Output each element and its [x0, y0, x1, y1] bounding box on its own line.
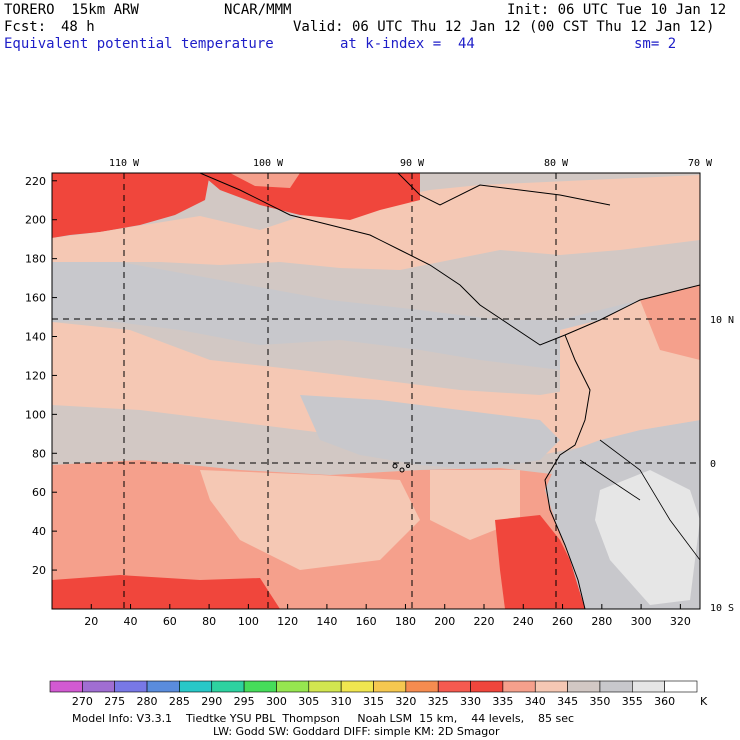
x-axis: 20 40 60 80 100 120 140 160 180 200 220 240 260 280 30… — [84, 604, 691, 628]
x-tick-label: 300 — [631, 615, 652, 628]
color-bar-swatch — [146, 680, 180, 693]
color-bar-swatch — [373, 680, 407, 693]
color-bar-label: 340 — [525, 695, 546, 708]
color-bar-swatch — [340, 680, 374, 693]
color-bar-label: 290 — [201, 695, 222, 708]
color-bar-swatch — [49, 680, 83, 693]
forecast-label: Fcst: — [4, 19, 47, 35]
x-tick-label: 60 — [163, 615, 177, 628]
color-bar-swatch — [631, 680, 665, 693]
color-bar-unit: K — [700, 695, 708, 708]
color-bar-swatch — [599, 680, 633, 693]
color-bar-label: 325 — [428, 695, 449, 708]
color-bar-swatch — [470, 680, 504, 693]
color-bar-swatch — [308, 680, 342, 693]
temperature-field — [52, 173, 700, 609]
color-bar-label: 350 — [589, 695, 610, 708]
field-name: Equivalent potential temperature — [4, 36, 274, 52]
color-bar-label: 320 — [395, 695, 416, 708]
y-tick-label: 220 — [25, 175, 46, 188]
y-tick-label: 180 — [25, 253, 46, 266]
map-border — [51, 172, 701, 610]
x-tick-label: 320 — [670, 615, 691, 628]
model-info-line2: LW: Godd SW: Goddard DIFF: simple KM: 2D… — [213, 725, 500, 738]
color-bar-swatch — [405, 680, 439, 693]
forecast-hours: 48 h — [61, 19, 95, 35]
y-tick-label: 160 — [25, 292, 46, 305]
lon-label: 80 W — [544, 158, 569, 169]
color-bar-label: 355 — [622, 695, 643, 708]
lon-label: 100 W — [253, 158, 284, 169]
color-bar-swatch — [243, 680, 277, 693]
x-tick-label: 100 — [238, 615, 259, 628]
x-tick-label: 80 — [202, 615, 216, 628]
color-bar-swatch — [437, 680, 471, 693]
color-bar-label: 285 — [169, 695, 190, 708]
level-info: at k-index = 44 — [340, 36, 475, 52]
model-info-line1: Model Info: V3.3.1 Tiedtke YSU PBL Thomp… — [72, 712, 575, 725]
color-bar-swatch — [179, 680, 213, 693]
color-bar-label: 280 — [137, 695, 158, 708]
color-bar-swatch — [276, 680, 310, 693]
smoothing-info: sm= 2 — [634, 36, 677, 52]
x-tick-label: 40 — [124, 615, 138, 628]
x-tick-label: 20 — [84, 615, 98, 628]
x-tick-label: 220 — [474, 615, 495, 628]
lon-label: 90 W — [400, 158, 425, 169]
color-bar: 270 275 280 285 290 295 300 305 310 315 320 325 330 3… — [49, 680, 698, 708]
color-bar-label: 275 — [104, 695, 125, 708]
y-axis: 220 200 180 160 140 120 100 80 60 40 20 — [25, 175, 57, 577]
color-bar-swatch — [114, 680, 148, 693]
color-bar-label: 330 — [460, 695, 481, 708]
color-bar-label: 270 — [72, 695, 93, 708]
y-tick-label: 80 — [32, 447, 46, 460]
color-bar-label: 295 — [234, 695, 255, 708]
color-bar-label: 345 — [557, 695, 578, 708]
color-bar-swatch — [567, 680, 601, 693]
valid-time: Valid: 06 UTC Thu 12 Jan 12 (00 CST Thu … — [293, 19, 715, 35]
x-tick-label: 200 — [434, 615, 455, 628]
x-tick-label: 280 — [591, 615, 612, 628]
x-tick-label: 260 — [552, 615, 573, 628]
color-bar-swatch — [534, 680, 568, 693]
color-bar-swatch — [82, 680, 115, 693]
color-bar-label: 315 — [363, 695, 384, 708]
color-bar-label: 305 — [298, 695, 319, 708]
lat-label: 0 — [710, 459, 716, 470]
color-bar-label: 360 — [654, 695, 675, 708]
x-tick-label: 120 — [277, 615, 298, 628]
x-tick-label: 140 — [316, 615, 337, 628]
lat-label: 10 N — [710, 315, 734, 326]
model-name: TORERO 15km ARW — [4, 2, 139, 18]
y-tick-label: 100 — [25, 408, 46, 421]
color-bar-swatch — [211, 680, 245, 693]
x-tick-label: 240 — [513, 615, 534, 628]
y-tick-label: 60 — [32, 486, 46, 499]
lat-label: 10 S — [710, 603, 734, 614]
y-tick-label: 20 — [32, 564, 46, 577]
y-tick-label: 40 — [32, 525, 46, 538]
y-tick-label: 120 — [25, 369, 46, 382]
y-tick-label: 200 — [25, 214, 46, 227]
color-bar-label: 300 — [266, 695, 287, 708]
lon-label: 70 W — [688, 158, 713, 169]
organization: NCAR/MMM — [224, 2, 292, 18]
color-bar-swatch — [502, 680, 536, 693]
color-bar-label: 310 — [331, 695, 352, 708]
x-tick-label: 180 — [395, 615, 416, 628]
init-time: Init: 06 UTC Tue 10 Jan 12 — [507, 2, 727, 18]
color-bar-label: 335 — [492, 695, 513, 708]
x-tick-label: 160 — [356, 615, 377, 628]
lon-label: 110 W — [109, 158, 140, 169]
y-tick-label: 140 — [25, 331, 46, 344]
color-bar-swatch — [664, 680, 698, 693]
